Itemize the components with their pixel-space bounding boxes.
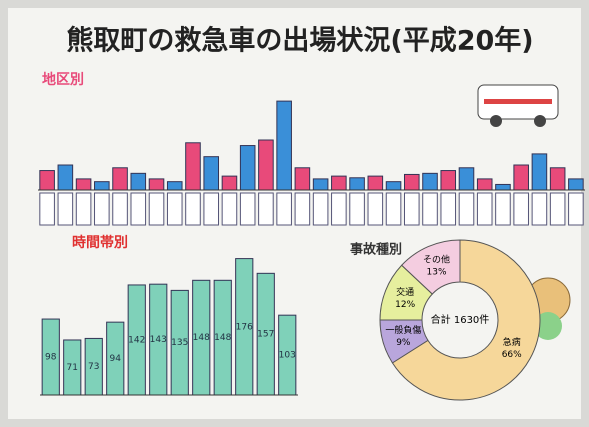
label-box xyxy=(39,192,55,226)
bar xyxy=(422,172,438,191)
label-box xyxy=(568,192,584,226)
label-box xyxy=(331,192,347,226)
bar xyxy=(312,178,329,191)
label-box xyxy=(403,192,420,226)
bar xyxy=(148,178,165,191)
value-label: 157 xyxy=(257,330,274,340)
label-box xyxy=(312,192,329,226)
value-label: 143 xyxy=(150,335,167,345)
bar xyxy=(258,139,274,191)
label-box xyxy=(94,192,110,226)
bar xyxy=(57,164,74,191)
label-box xyxy=(440,192,457,226)
segment-value: 66% xyxy=(502,350,522,360)
bar xyxy=(94,181,110,191)
label-box xyxy=(458,192,475,226)
label-box xyxy=(166,192,183,226)
ambulance-drawing xyxy=(477,84,559,127)
pie-segment xyxy=(391,239,541,401)
bar xyxy=(75,178,92,191)
label-box xyxy=(112,192,128,226)
label-box xyxy=(495,192,511,226)
section-title: 時間帯別 xyxy=(72,234,128,251)
bar xyxy=(349,177,365,191)
segment-label: 急病 xyxy=(503,336,521,348)
segment-label: 交通 xyxy=(396,286,414,298)
bar xyxy=(331,175,347,191)
label-box xyxy=(513,192,529,226)
bar xyxy=(458,167,475,191)
section-title: 地区別 xyxy=(42,71,84,88)
bar xyxy=(403,173,420,191)
bar xyxy=(239,145,256,191)
label-box xyxy=(75,192,92,226)
segment-value: 13% xyxy=(427,267,447,277)
center-label: 合計 1630件 xyxy=(431,313,490,326)
label-box xyxy=(531,192,548,226)
bar xyxy=(531,153,548,191)
label-box xyxy=(203,192,220,226)
bar xyxy=(130,172,147,191)
segment-value: 12% xyxy=(395,300,415,310)
value-label: 71 xyxy=(67,363,78,373)
label-box xyxy=(57,192,74,226)
bar xyxy=(185,142,201,191)
value-label: 94 xyxy=(110,354,122,364)
value-label: 176 xyxy=(236,322,253,332)
segment-value: 9% xyxy=(396,338,411,348)
value-label: 135 xyxy=(171,338,188,348)
bar xyxy=(276,100,292,191)
label-box xyxy=(422,192,438,226)
pie-segment xyxy=(400,239,461,295)
label-box xyxy=(385,192,402,226)
label-box xyxy=(239,192,256,226)
bar xyxy=(549,167,566,191)
value-label: 148 xyxy=(193,333,210,343)
bar xyxy=(385,181,402,191)
bar xyxy=(294,167,311,191)
label-box xyxy=(130,192,147,226)
label-box xyxy=(258,192,274,226)
segment-label: 一般負傷 xyxy=(385,324,421,336)
value-label: 73 xyxy=(88,362,99,372)
bar xyxy=(568,178,584,191)
bar xyxy=(367,175,384,191)
bar xyxy=(513,164,529,191)
segment-label: その他 xyxy=(423,253,450,265)
section-title: 事故種別 xyxy=(350,242,402,258)
bar xyxy=(112,167,128,191)
value-label: 142 xyxy=(128,335,145,345)
label-box xyxy=(221,192,238,226)
label-box xyxy=(185,192,201,226)
label-box xyxy=(476,192,493,226)
label-box xyxy=(294,192,311,226)
bar xyxy=(39,170,55,191)
label-box xyxy=(367,192,384,226)
bar xyxy=(221,175,238,191)
label-box xyxy=(549,192,566,226)
bar xyxy=(440,170,457,191)
bar xyxy=(166,181,183,191)
bar xyxy=(476,178,493,191)
bar xyxy=(203,156,220,191)
bar xyxy=(495,183,511,191)
value-label: 103 xyxy=(279,351,296,361)
value-label: 148 xyxy=(214,333,231,343)
label-box xyxy=(148,192,165,226)
label-box xyxy=(276,192,292,226)
label-box xyxy=(349,192,365,226)
poster-title: 熊取町の救急車の出場状況(平成20年) xyxy=(66,25,533,57)
value-label: 98 xyxy=(45,353,57,363)
